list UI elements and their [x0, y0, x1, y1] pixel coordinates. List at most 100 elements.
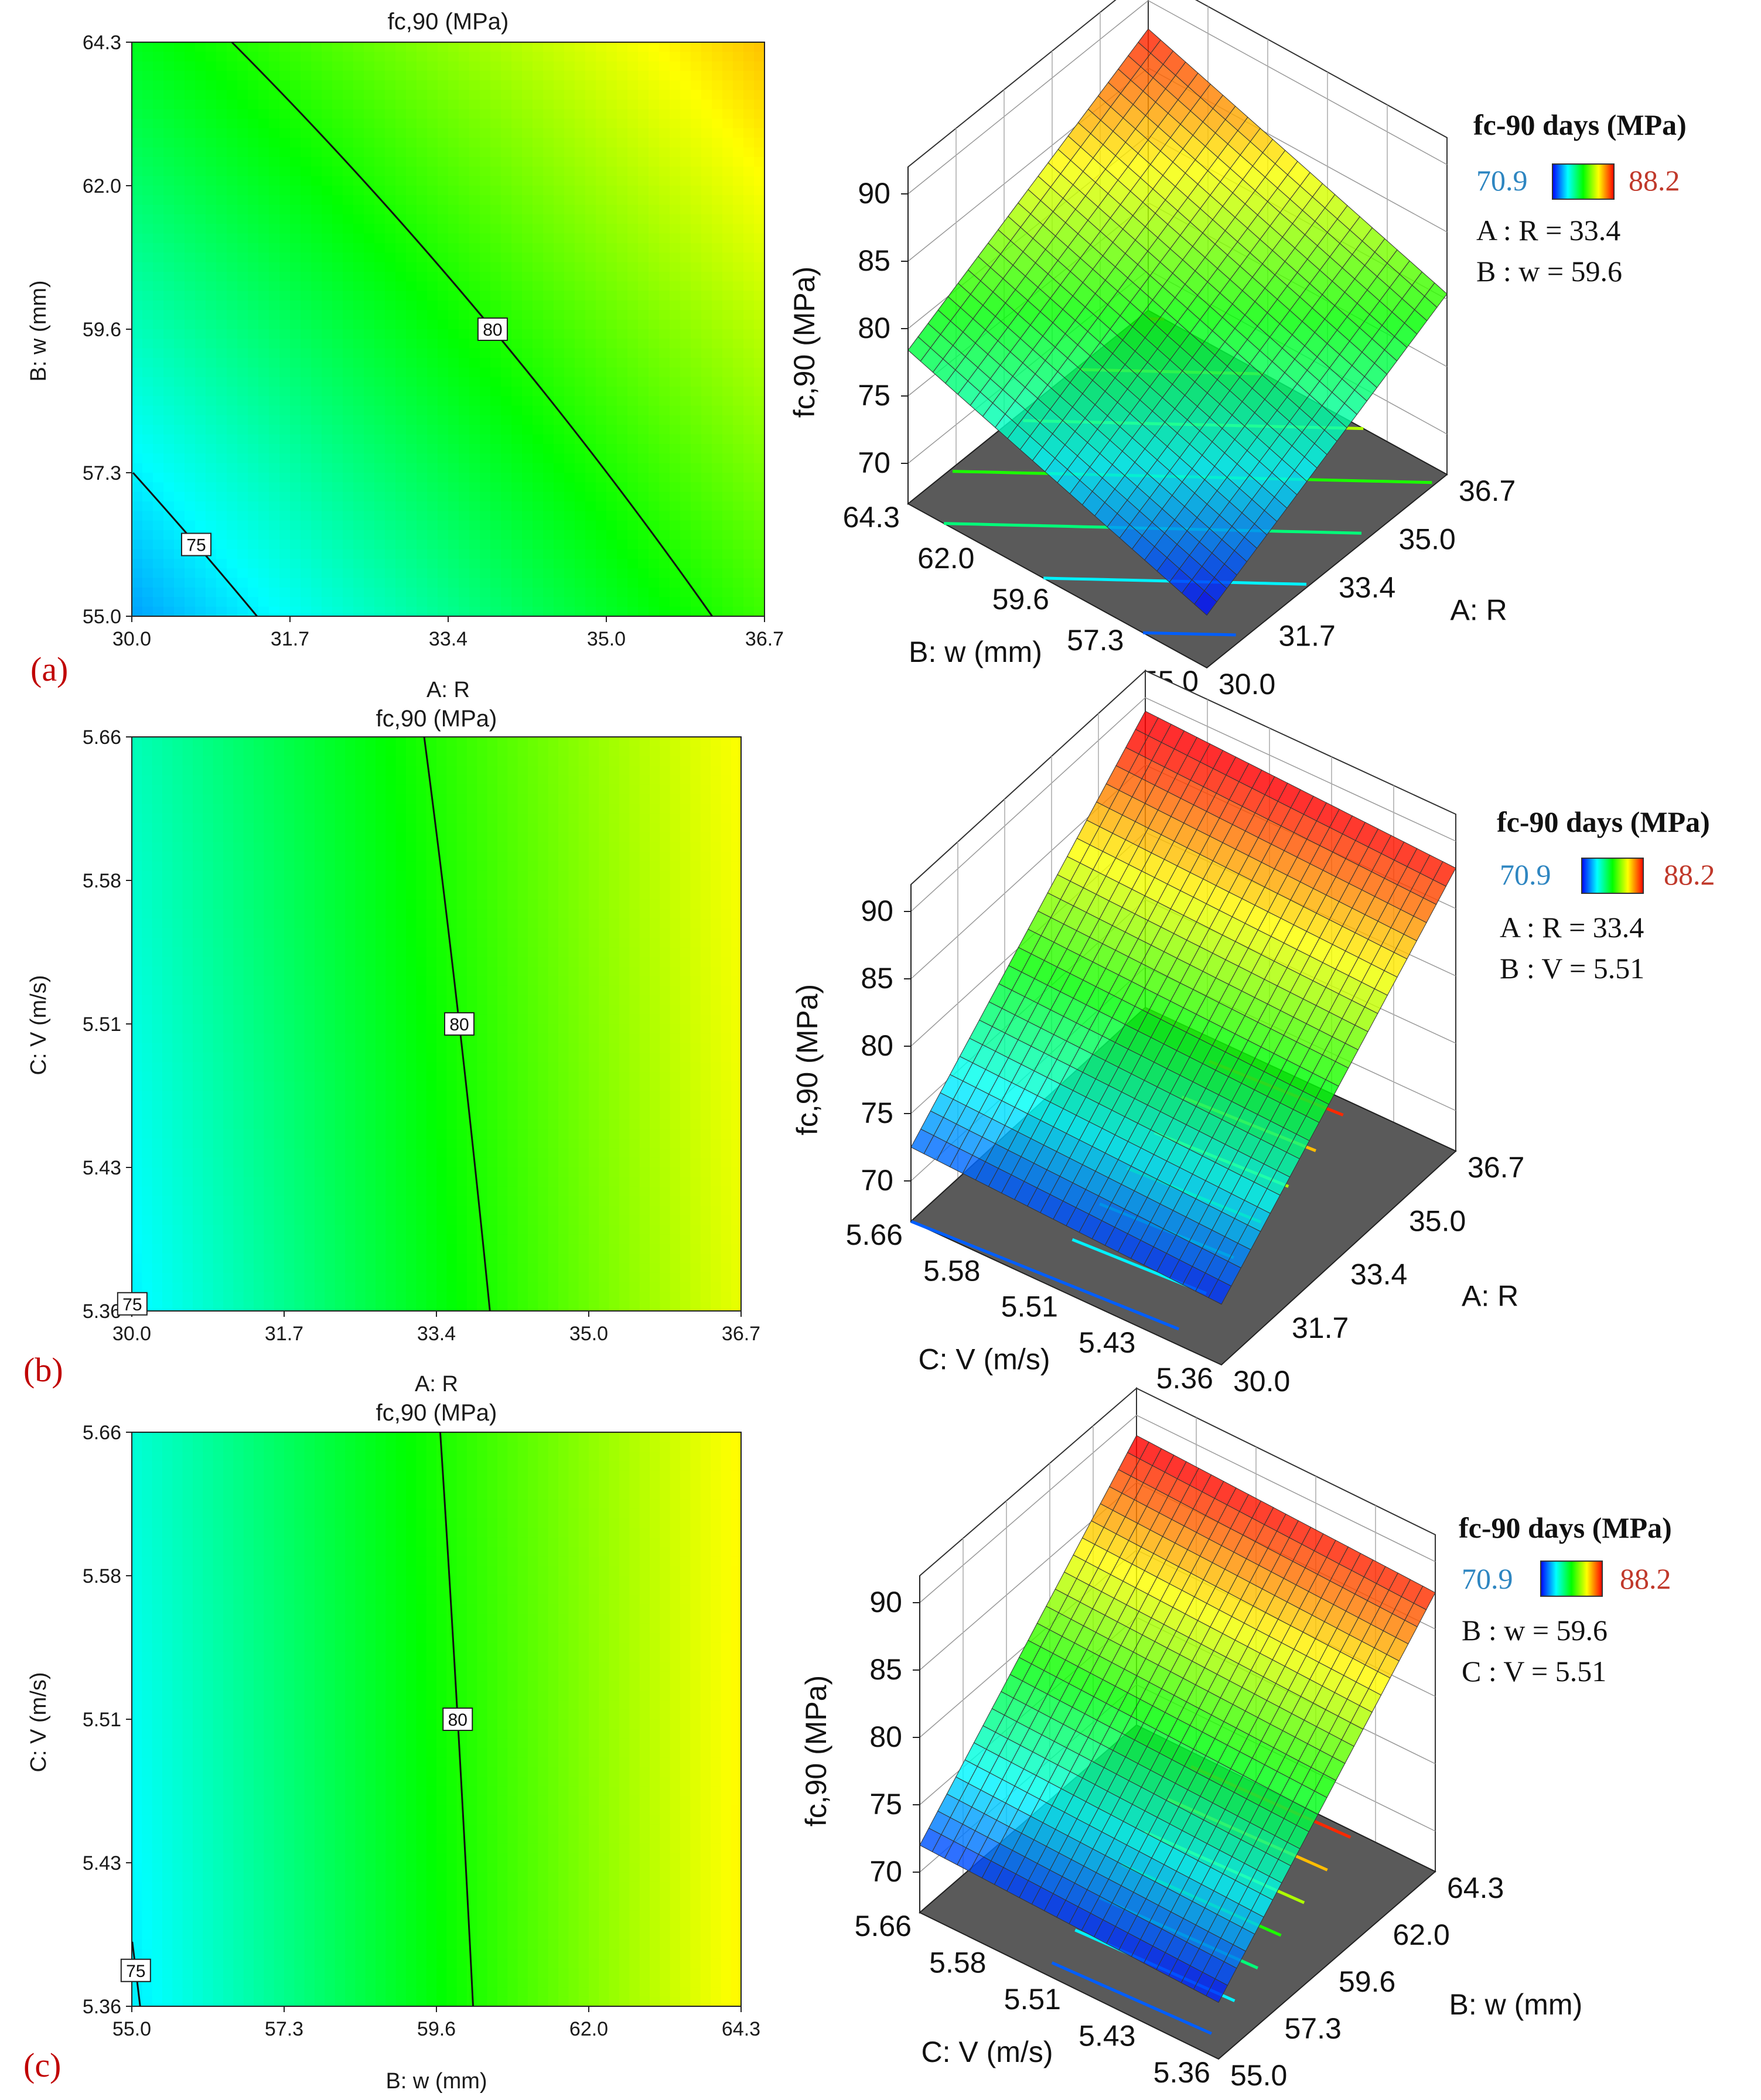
front-tick-label: 5.36 [1156, 1362, 1213, 1395]
surface-cell [1194, 590, 1217, 616]
floor-contour [1051, 1961, 1212, 2035]
x-tick-label: 36.7 [722, 1323, 760, 1345]
legend-max-c: 88.2 [1620, 1562, 1671, 1595]
side-axis-label: B: w (mm) [1449, 1988, 1583, 2021]
z-tick-label: 80 [869, 1720, 902, 1753]
z-tick-label: 75 [861, 1097, 893, 1129]
wall-gridline [910, 697, 1456, 912]
legend-fixed-a-1: A : R = 33.4 [1476, 214, 1620, 247]
x-tick-label: 33.4 [417, 1323, 456, 1345]
x-tick-label: 57.3 [265, 2018, 303, 2040]
wall-gridline [907, 0, 1448, 194]
front-tick-label: 5.43 [1079, 1326, 1135, 1359]
y-tick-label: 5.66 [83, 1422, 121, 1444]
contour-label: 80 [449, 1015, 469, 1034]
front-axis-label: B: w (mm) [909, 636, 1042, 668]
contour-label-box [442, 1708, 473, 1731]
x-tick-label: 55.0 [112, 2018, 151, 2040]
legend-min-a: 70.9 [1476, 164, 1528, 197]
legend-colorbar-c [1540, 1561, 1603, 1597]
z-tick-label: 70 [858, 446, 890, 479]
z-tick-label: 90 [861, 894, 893, 927]
legend-min-b: 70.9 [1500, 858, 1551, 891]
x-tick-label: 35.0 [569, 1323, 608, 1345]
legend-colorbar-a [1552, 163, 1615, 200]
legend-max-a: 88.2 [1629, 164, 1680, 197]
contour-xlabel-a: A: R [426, 678, 470, 702]
contour-plot-a: fc,90 (MPa) A: R B: w (mm) 30.0 31.7 33.4 3… [26, 9, 784, 702]
contour-label-box [117, 1292, 148, 1316]
front-tick-label: 5.66 [855, 1910, 912, 1942]
legend-fixed-a-2: B : w = 59.6 [1476, 255, 1622, 288]
side-tick-label: 57.3 [1285, 2012, 1342, 2045]
z-tick-label: 85 [869, 1653, 902, 1686]
z-tick-label: 90 [869, 1586, 902, 1618]
contour-label: 75 [186, 536, 206, 555]
legend-min-c: 70.9 [1462, 1562, 1513, 1595]
contour-xlabel-c: B: w (mm) [385, 2069, 487, 2094]
wall-gridline [919, 1415, 1436, 1603]
x-tick-label: 31.7 [271, 628, 309, 650]
panel-label-c: (c) [23, 2046, 61, 2084]
side-tick-label: 62.0 [1393, 1918, 1450, 1951]
side-tick-label: 59.6 [1339, 1965, 1395, 1998]
contour-xlabel-b: A: R [415, 1372, 458, 1396]
y-tick-label: 5.51 [83, 1709, 121, 1731]
front-tick-label: 64.3 [843, 501, 900, 534]
x-tick-label: 30.0 [112, 1323, 151, 1345]
legend-title-b: fc-90 days (MPa) [1497, 805, 1710, 838]
y-tick-label: 62.0 [83, 175, 121, 197]
y-tick-label: 64.3 [83, 32, 121, 54]
y-tick-label: 5.58 [83, 1565, 121, 1587]
contour-ylabel-a: B: w (mm) [26, 280, 51, 381]
front-axis-label: C: V (m/s) [922, 2036, 1053, 2068]
surface-plot-c: 70 75 80 85 90 fc,90 (MPa) 5.66 5.58 5.51 5.43 5.3… [800, 1387, 1583, 2092]
z-tick-label: 75 [858, 379, 890, 412]
contour-label-box [180, 532, 211, 556]
z-tick-label: 85 [861, 962, 893, 995]
z-tick-label: 70 [869, 1855, 902, 1888]
legend-title-c: fc-90 days (MPa) [1459, 1511, 1672, 1544]
legend-fixed-c-1: B : w = 59.6 [1462, 1614, 1608, 1647]
y-tick-label: 5.43 [83, 1852, 121, 1874]
x-tick-label: 35.0 [587, 628, 626, 650]
z-tick-label: 80 [858, 312, 890, 344]
legend-title-a: fc-90 days (MPa) [1473, 108, 1687, 141]
floor-contour [910, 1220, 1180, 1331]
z-tick-label: 70 [861, 1164, 893, 1197]
x-tick-label: 31.7 [265, 1323, 303, 1345]
x-tick-label: 33.4 [429, 628, 467, 650]
legend-colorbar-b [1581, 858, 1644, 894]
legend-b: fc-90 days (MPa) 70.9 88.2 A : R = 33.4 … [1497, 805, 1715, 985]
side-tick-label: 31.7 [1292, 1312, 1349, 1344]
contour-label-box [120, 1958, 151, 1982]
y-tick-label: 5.36 [83, 1300, 121, 1323]
front-axis-label: C: V (m/s) [919, 1343, 1050, 1376]
surface-cell [1206, 1978, 1228, 2003]
front-tick-label: 5.58 [923, 1254, 980, 1287]
y-tick-label: 5.58 [83, 870, 121, 892]
side-tick-label: 36.7 [1459, 474, 1516, 507]
front-tick-label: 5.43 [1079, 2020, 1135, 2053]
contour-label: 75 [126, 1962, 145, 1981]
y-tick-label: 57.3 [83, 462, 121, 484]
y-tick-label: 5.43 [83, 1157, 121, 1179]
x-tick-label: 62.0 [569, 2018, 608, 2040]
legend-a: fc-90 days (MPa) 70.9 88.2 A : R = 33.4 … [1473, 108, 1687, 288]
legend-fixed-c-2: C : V = 5.51 [1462, 1655, 1606, 1688]
panel-label-a: (a) [30, 650, 68, 688]
y-tick-label: 55.0 [83, 606, 121, 628]
side-axis-label: A: R [1451, 594, 1507, 627]
side-tick-label: 33.4 [1350, 1258, 1407, 1291]
front-tick-label: 59.6 [992, 583, 1049, 616]
x-tick-label: 59.6 [417, 2018, 456, 2040]
y-tick-label: 5.51 [83, 1013, 121, 1036]
front-tick-label: 5.66 [846, 1218, 903, 1251]
side-tick-label: 31.7 [1279, 620, 1336, 653]
front-tick-label: 5.51 [1001, 1290, 1058, 1323]
side-tick-label: 36.7 [1468, 1151, 1524, 1184]
x-tick-label: 64.3 [722, 2018, 760, 2040]
legend-fixed-b-1: A : R = 33.4 [1500, 911, 1644, 944]
